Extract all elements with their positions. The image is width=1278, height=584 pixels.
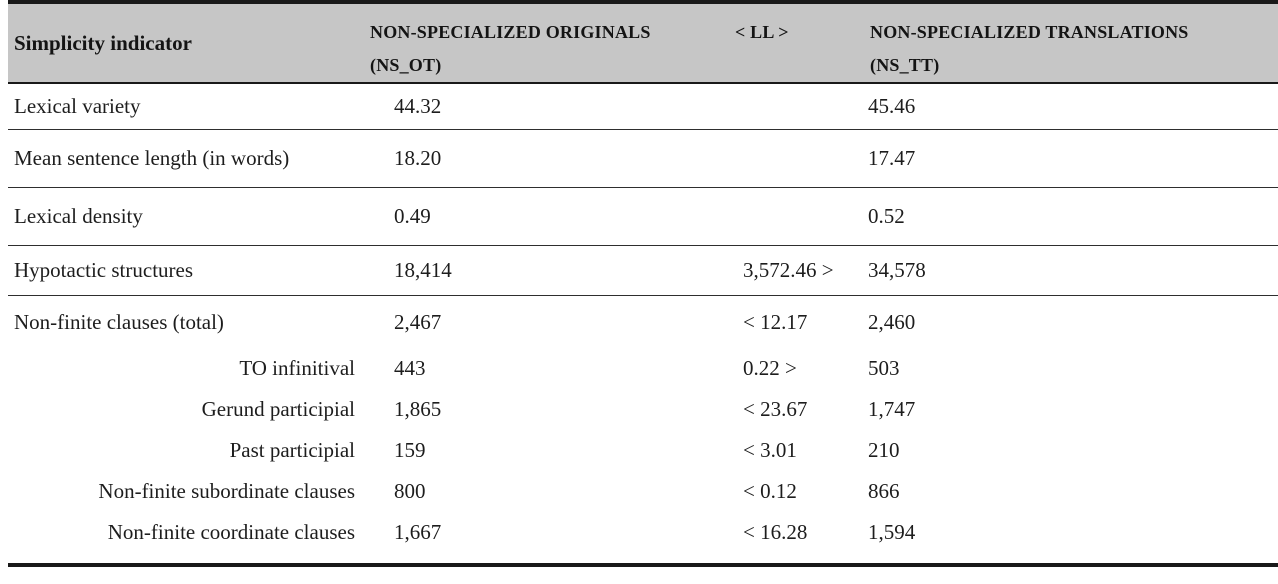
indicator-label: Non-finite subordinate clauses [98, 479, 355, 503]
ns-tt-value: 1,594 [868, 520, 916, 544]
ns-ot-value: 1,865 [394, 397, 442, 421]
table-row: Lexical variety 44.32 45.46 [8, 84, 1278, 130]
table-top-rule [8, 0, 1278, 4]
column-header-ns-tt: NON-SPECIALIZED TRANSLATIONS (NS_TT) [866, 4, 1278, 82]
column-header-ns-tt-code: (NS_TT) [870, 55, 940, 75]
indicator-label: Non-finite clauses (total) [14, 309, 224, 334]
column-header-ns-ot-code: (NS_OT) [370, 55, 442, 75]
ns-tt-value: 210 [868, 438, 900, 462]
table-bottom-rule [8, 563, 1278, 567]
table-row: Non-finite clauses (total) 2,467 < 12.17… [8, 296, 1278, 348]
ns-ot-value: 0.49 [394, 204, 431, 228]
ns-ot-value: 800 [394, 479, 426, 503]
table-row: TO infinitival 443 0.22 > 503 [8, 348, 1278, 389]
table-body: Lexical variety 44.32 45.46 Mean sentenc… [8, 84, 1278, 563]
ns-tt-value: 34,578 [868, 258, 926, 282]
table-row: Non-finite coordinate clauses 1,667 < 16… [8, 512, 1278, 553]
ns-tt-value: 17.47 [868, 146, 916, 170]
table-row: Mean sentence length (in words) 18.20 17… [8, 130, 1278, 188]
ns-tt-value: 45.46 [868, 94, 916, 118]
ns-ot-value: 18.20 [394, 146, 442, 170]
ns-ot-value: 2,467 [394, 309, 442, 334]
ll-value: 3,572.46 > [743, 258, 834, 282]
indicator-label: Hypotactic structures [14, 258, 194, 282]
column-header-log-likelihood: < LL > [735, 22, 789, 42]
table-header-row: Simplicity indicator NON-SPECIALIZED ORI… [8, 4, 1278, 84]
ns-ot-value: 443 [394, 356, 426, 380]
ns-tt-value: 1,747 [868, 397, 916, 421]
ll-value: < 23.67 [743, 397, 808, 421]
ll-value: < 12.17 [743, 309, 808, 334]
column-header-ns-ot-title: NON-SPECIALIZED ORIGINALS [370, 22, 651, 42]
ns-tt-value: 0.52 [868, 204, 905, 228]
indicator-label: Lexical density [14, 204, 143, 228]
table-row: Gerund participial 1,865 < 23.67 1,747 [8, 389, 1278, 430]
ll-value: < 3.01 [743, 438, 797, 462]
column-header-simplicity-indicator: Simplicity indicator [14, 31, 192, 55]
table-row: Lexical density 0.49 0.52 [8, 188, 1278, 246]
table-row: Non-finite subordinate clauses 800 < 0.1… [8, 471, 1278, 512]
indicator-label: Gerund participial [201, 397, 355, 421]
ns-tt-value: 2,460 [868, 309, 916, 334]
ns-ot-value: 18,414 [394, 258, 452, 282]
ll-value: < 16.28 [743, 520, 808, 544]
indicator-label: TO infinitival [239, 356, 355, 380]
ns-ot-value: 44.32 [394, 94, 442, 118]
table-row: Past participial 159 < 3.01 210 [8, 430, 1278, 471]
ll-value: 0.22 > [743, 356, 797, 380]
ns-tt-value: 866 [868, 479, 900, 503]
column-header-ns-tt-title: NON-SPECIALIZED TRANSLATIONS [870, 22, 1189, 42]
indicator-label: Mean sentence length (in words) [14, 146, 290, 170]
indicator-label: Lexical variety [14, 94, 141, 118]
ns-ot-value: 159 [394, 438, 426, 462]
indicator-label: Non-finite coordinate clauses [107, 520, 355, 544]
indicator-label: Past participial [229, 438, 355, 462]
ll-value: < 0.12 [743, 479, 797, 503]
ns-ot-value: 1,667 [394, 520, 442, 544]
table-row: Hypotactic structures 18,414 3,572.46 > … [8, 246, 1278, 296]
ns-tt-value: 503 [868, 356, 900, 380]
column-header-ns-ot: NON-SPECIALIZED ORIGINALS (NS_OT) [370, 4, 735, 82]
